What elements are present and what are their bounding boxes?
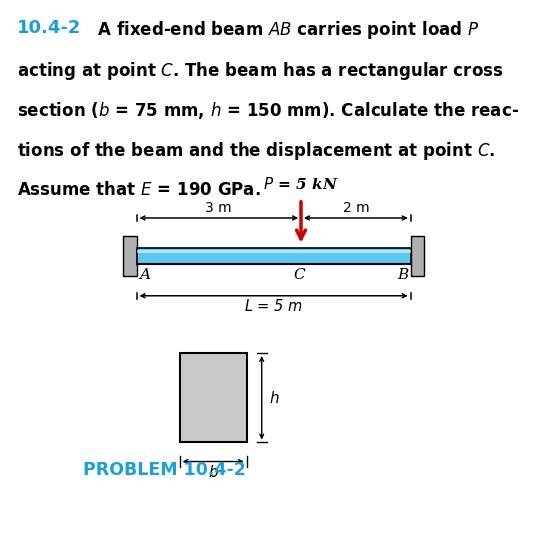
Bar <box>123 236 136 276</box>
Text: 10.4-2: 10.4-2 <box>17 19 81 38</box>
Text: 2 m: 2 m <box>343 200 369 215</box>
Text: $h$: $h$ <box>270 390 280 406</box>
Text: B: B <box>397 268 408 282</box>
Text: $b$: $b$ <box>208 464 219 480</box>
Bar <box>136 250 411 253</box>
Text: A fixed-end beam $\mathit{AB}$ carries point load $\mathit{P}$: A fixed-end beam $\mathit{AB}$ carries p… <box>86 19 480 41</box>
Bar <box>411 236 424 276</box>
Text: tions of the beam and the displacement at point $\mathit{C}$.: tions of the beam and the displacement a… <box>17 140 495 162</box>
Text: 3 m: 3 m <box>206 200 232 215</box>
Bar <box>180 353 247 442</box>
Text: C: C <box>293 268 305 282</box>
Text: $P$ = 5 kN: $P$ = 5 kN <box>263 177 339 193</box>
Bar <box>136 248 411 264</box>
Text: Assume that $E$ = 190 GPa.: Assume that $E$ = 190 GPa. <box>17 181 261 199</box>
Text: A: A <box>139 268 150 282</box>
Text: acting at point $\mathit{C}$. The beam has a rectangular cross: acting at point $\mathit{C}$. The beam h… <box>17 60 503 82</box>
Text: $L$ = 5 m: $L$ = 5 m <box>244 298 303 314</box>
Text: PROBLEM 10.4-2: PROBLEM 10.4-2 <box>82 460 246 479</box>
Text: section ($b$ = 75 mm, $h$ = 150 mm). Calculate the reac-: section ($b$ = 75 mm, $h$ = 150 mm). Cal… <box>17 100 519 121</box>
